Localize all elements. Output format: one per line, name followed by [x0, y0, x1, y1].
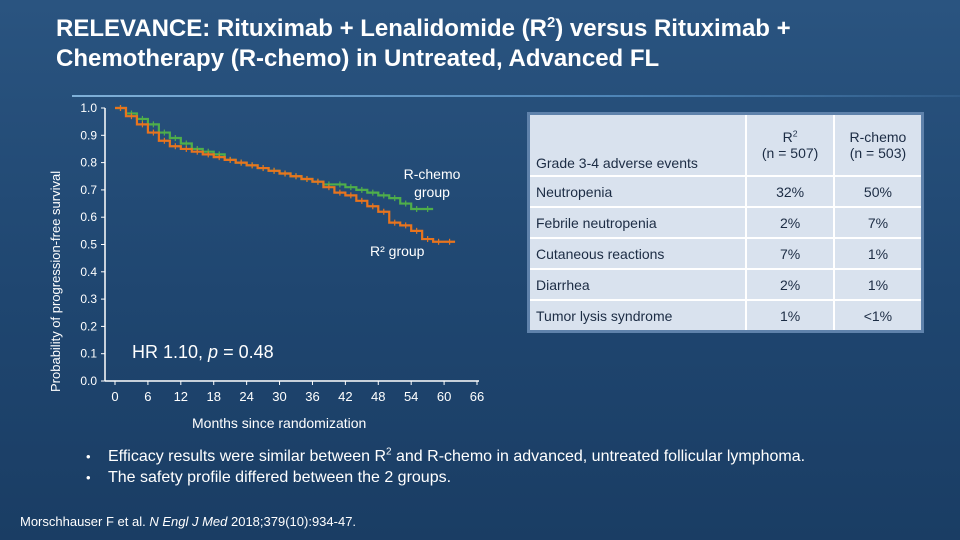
cell-rchemo: 7% — [832, 207, 923, 239]
series-line-r2 — [115, 106, 456, 243]
cell-event: Neutropenia — [528, 176, 747, 208]
y-tick-label: 0.2 — [80, 319, 97, 333]
y-tick-label: 0.1 — [80, 347, 97, 361]
y-tick-label: 0.7 — [80, 183, 97, 197]
cell-rchemo: 50% — [832, 176, 923, 208]
cell-r2: 7% — [745, 238, 834, 270]
x-tick-label: 36 — [305, 389, 319, 404]
series-line-rchemo — [115, 106, 434, 211]
y-axis-label: Probability of progression-free survival — [48, 170, 63, 392]
table-header-row: Grade 3-4 adverse events R2 (n = 507) R-… — [528, 113, 923, 177]
y-tick-label: 0.5 — [80, 238, 97, 252]
y-tick-label: 1.0 — [80, 101, 97, 115]
title-divider — [72, 95, 960, 97]
y-tick-label: 0.9 — [80, 128, 97, 142]
bullet-item: • Efficacy results were similar between R… — [86, 446, 806, 465]
y-tick-label: 0.6 — [80, 210, 97, 224]
x-tick-label: 66 — [470, 389, 484, 404]
x-tick-label: 54 — [404, 389, 418, 404]
header-r2: R2 (n = 507) — [745, 113, 834, 177]
y-tick-label: 0.4 — [80, 265, 97, 279]
header-rchemo: R-chemo (n = 503) — [832, 113, 923, 177]
y-tick-label: 0.3 — [80, 292, 97, 306]
cell-rchemo: 1% — [832, 238, 923, 270]
x-tick-label: 0 — [111, 389, 118, 404]
table-row: Diarrhea 2% 1% — [528, 269, 923, 301]
slide-title: RELEVANCE: Rituximab + Lenalidomide (R2)… — [56, 15, 791, 72]
rchemo-curve-label: R-chemo group — [403, 166, 461, 200]
x-tick-label: 60 — [437, 389, 451, 404]
table-row: Tumor lysis syndrome 1% <1% — [529, 300, 923, 332]
x-tick-label: 24 — [239, 389, 253, 404]
y-tick-label: 0.8 — [80, 156, 97, 170]
header-event: Grade 3-4 adverse events — [528, 113, 747, 177]
cell-r2: 32% — [745, 176, 834, 208]
cell-event: Diarrhea — [528, 269, 747, 301]
cell-r2: 2% — [745, 207, 834, 239]
x-tick-label: 42 — [338, 389, 352, 404]
hazard-ratio-annotation: HR 1.10, p = 0.48 — [132, 342, 274, 362]
table-row: Neutropenia 32% 50% — [528, 176, 923, 208]
cell-event: Tumor lysis syndrome — [536, 307, 673, 324]
citation: Morschhauser F et al. N Engl J Med 2018;… — [20, 514, 357, 529]
x-tick-label: 30 — [272, 389, 286, 404]
x-tick-label: 6 — [144, 389, 151, 404]
table-row: Cutaneous reactions 7% 1% — [528, 238, 923, 270]
summary-bullets: • Efficacy results were similar between R… — [86, 446, 946, 488]
bullet-item: • The safety profile differed between the… — [86, 469, 452, 486]
cell-rchemo: 1% — [832, 269, 923, 301]
x-tick-label: 48 — [371, 389, 385, 404]
x-tick-label: 12 — [174, 389, 188, 404]
cell-event: Febrile neutropenia — [528, 207, 747, 239]
cell-r2: 1% — [745, 300, 834, 332]
cell-rchemo: <1% — [832, 300, 923, 332]
cell-event: Cutaneous reactions — [528, 238, 747, 270]
r2-curve-label: R² group — [370, 243, 425, 259]
cell-r2: 2% — [745, 269, 834, 301]
x-axis-label: Months since randomization — [192, 415, 367, 431]
table-row: Febrile neutropenia 2% 7% — [528, 207, 923, 239]
x-tick-label: 18 — [206, 389, 220, 404]
adverse-events-table: Grade 3-4 adverse events R2 (n = 507) R-… — [527, 112, 924, 333]
pfs-kaplan-meier-chart: 0.0 0.1 0.2 0.3 0.4 0.5 0.6 0.7 0.8 0.9 1.0 0 6 12 18 2… — [80, 101, 484, 404]
y-tick-label: 0.0 — [80, 374, 97, 388]
